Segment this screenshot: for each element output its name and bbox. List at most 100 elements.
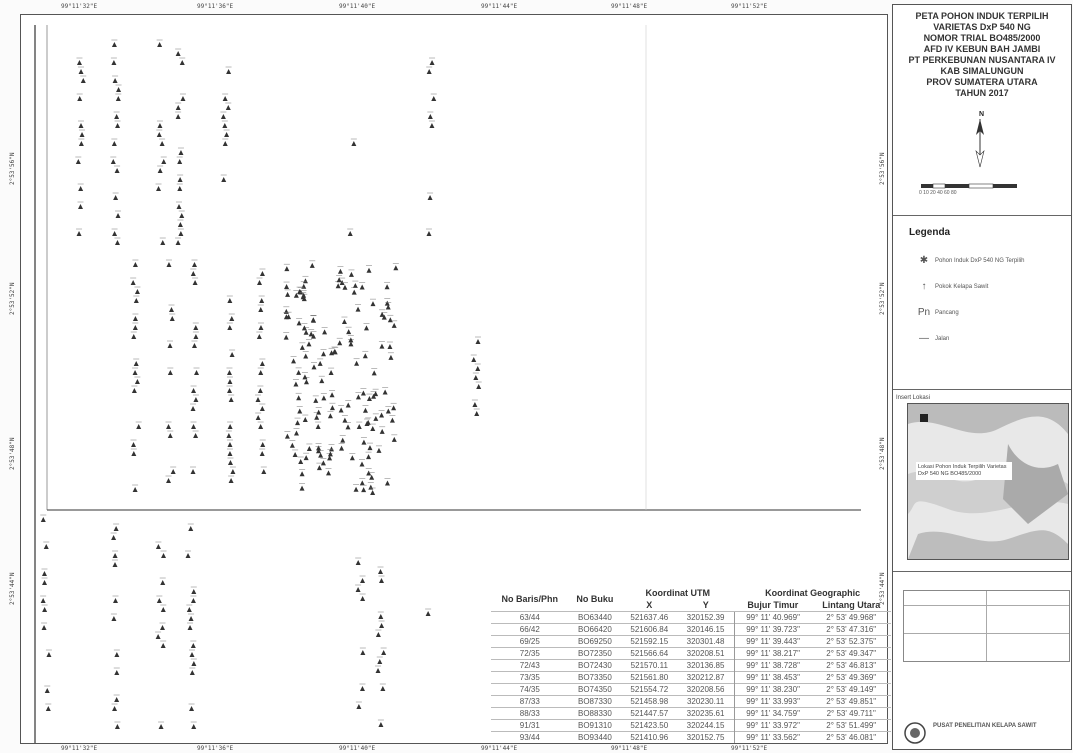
- tree-icon: [257, 385, 264, 393]
- tree-icon: [328, 367, 335, 376]
- legend-item: Pn Pancang: [913, 307, 959, 321]
- tree-icon: [387, 352, 394, 360]
- tree-icon: [364, 418, 371, 427]
- table-cell: 63/44: [491, 611, 569, 624]
- tree-icon: [293, 290, 300, 298]
- tree-icon: [379, 309, 386, 317]
- tree-icon: [134, 376, 141, 384]
- tree-icon: [223, 129, 230, 137]
- map-frame: 99°11'32"E 99°11'36"E 99°11'40"E 99°11'44"E…: [9, 3, 891, 752]
- tree-icon: [156, 595, 163, 603]
- tree-icon: [372, 388, 379, 397]
- tree-icon: [160, 604, 167, 612]
- tree-icon: [41, 577, 48, 585]
- tree-icon: [284, 431, 291, 439]
- table-cell: BO63440: [568, 611, 622, 624]
- table-cell: 320230.11: [677, 695, 735, 708]
- table-cell: 2° 53' 52.375": [811, 635, 891, 648]
- tree-icon: [77, 120, 84, 128]
- tree-icon: [378, 341, 385, 349]
- tree-icon: [338, 405, 345, 413]
- tree-icon: [377, 719, 384, 727]
- tree-icon: [192, 322, 199, 330]
- table-cell: BO93440: [568, 731, 622, 743]
- title-line: PROV SUMATERA UTARA: [926, 77, 1038, 87]
- tree-icon: [283, 312, 290, 320]
- tree-icon: [259, 448, 266, 456]
- tree-icon: [76, 228, 83, 236]
- tree-icon: [226, 367, 233, 375]
- tree-icon: [283, 281, 290, 290]
- tree-icon: [156, 129, 163, 137]
- tree-icon: [114, 237, 121, 245]
- tree-icon: [192, 430, 199, 438]
- title-line: PETA POHON INDUK TERPILIH: [915, 11, 1049, 21]
- tree-icon: [192, 331, 199, 339]
- tree-icon: [167, 430, 174, 438]
- road-icon: —: [919, 333, 929, 344]
- number-icon: Pn: [917, 307, 931, 318]
- table-cell: 91/31: [491, 719, 569, 732]
- tree-icon: [159, 237, 166, 245]
- tree-icon: [170, 466, 177, 474]
- table-cell: 320136.85: [677, 659, 735, 672]
- tree-icon: [345, 422, 352, 430]
- table-row: 88/33 BO88330 521447.57 320235.61 99° 11' 34…: [491, 707, 891, 720]
- tree-icon: [178, 210, 185, 218]
- tree-icon: [132, 259, 139, 267]
- table-cell: 320212.87: [677, 671, 735, 684]
- map-title: PETA POHON INDUK TERPILIH VARIETAS DxP 54…: [893, 11, 1071, 99]
- header-no-buku: No Buku: [576, 594, 614, 604]
- tree-icon: [175, 237, 182, 245]
- tree-icon: [76, 57, 83, 65]
- tree-icon: [327, 449, 334, 457]
- tree-icon: [228, 313, 235, 321]
- tree-icon: [425, 608, 432, 616]
- table-cell: 320244.15: [677, 719, 735, 732]
- tree-icon: [112, 595, 119, 603]
- table-row: 74/35 BO74350 521554.72 320208.56 99° 11' 38…: [491, 683, 891, 696]
- top-tick-label: 99°11'32"E: [61, 3, 98, 10]
- table-cell: BO69250: [568, 635, 622, 648]
- tree-icon: [345, 400, 352, 408]
- tree-icon: [160, 640, 167, 648]
- tree-icon: [168, 304, 175, 312]
- tree-icon: [115, 84, 122, 92]
- table-cell: 521423.50: [621, 719, 678, 732]
- tree-icon: [115, 210, 122, 218]
- tree-icon: [132, 484, 139, 492]
- tree-icon: [375, 665, 382, 673]
- tree-icon: [355, 392, 362, 400]
- bottom-tick-label: 99°11'48"E: [611, 745, 648, 752]
- tree-icon: [369, 487, 376, 495]
- tree-icon: [228, 475, 235, 483]
- tree-icon: [113, 523, 120, 531]
- tree-icon: [110, 532, 117, 540]
- tree-icon: [192, 394, 199, 402]
- tree-icon: [379, 426, 386, 434]
- north-arrow-icon: [975, 119, 985, 168]
- table-cell: 2° 53' 49.369": [811, 671, 891, 684]
- table-cell: 2° 53' 51.499": [811, 719, 891, 732]
- tree-icon: [79, 129, 86, 137]
- top-tick-label: 99°11'36"E: [197, 3, 234, 10]
- tree-icon: [392, 263, 399, 271]
- tree-icon: [186, 604, 193, 612]
- tree-icon: [192, 277, 199, 285]
- tree-icon: [301, 372, 308, 380]
- tree-icon: [114, 165, 121, 173]
- tree-icon: [156, 120, 163, 128]
- left-tick-label: 2°53'48"N: [9, 437, 16, 470]
- tree-icon: [190, 466, 197, 474]
- tree-icon: [130, 439, 137, 447]
- tree-icon: [284, 289, 291, 297]
- bottom-tick-label: 99°11'40"E: [339, 745, 376, 752]
- tree-icon: [310, 362, 317, 370]
- tree-icon: [193, 367, 200, 375]
- bottom-tick-label: 99°11'32"E: [61, 745, 98, 752]
- tree-icon: [227, 457, 234, 465]
- table-cell: BO72350: [568, 647, 622, 660]
- tree-icon: [256, 331, 263, 339]
- table-cell: 88/33: [491, 707, 569, 720]
- table-cell: 99° 11' 33.562": [733, 731, 812, 743]
